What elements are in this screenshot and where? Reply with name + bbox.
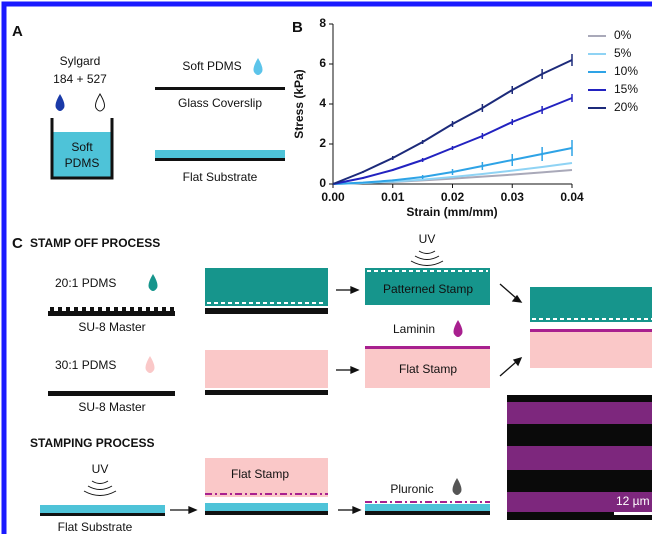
label: UV	[92, 462, 109, 476]
label: Flat Substrate	[58, 520, 133, 534]
substrate	[205, 503, 328, 511]
label: Pluronic	[390, 482, 433, 496]
master	[48, 391, 175, 396]
pdms-fill	[52, 132, 112, 178]
substrate-base	[205, 511, 328, 515]
legend-label: 10%	[614, 64, 638, 78]
label: Glass Coverslip	[178, 96, 262, 110]
y-tick-label: 0	[319, 176, 326, 190]
substrate-base	[155, 158, 285, 161]
section-title: STAMPING PROCESS	[30, 436, 154, 450]
y-axis-title: Stress (kPa)	[292, 69, 306, 138]
label: PDMS	[65, 156, 100, 170]
x-tick-label: 0.04	[560, 190, 584, 204]
y-tick-label: 2	[319, 136, 326, 150]
y-tick-label: 4	[319, 96, 326, 110]
figure: A Sylgard 184 + 527 Soft PDMS Soft PDMS …	[0, 0, 652, 534]
master	[205, 308, 328, 314]
coverslip	[155, 87, 285, 90]
master	[205, 390, 328, 395]
stamp	[530, 287, 652, 322]
substrate-base	[365, 511, 490, 515]
scale-label: 12 µm	[616, 494, 650, 508]
panel-label: B	[292, 19, 303, 36]
laminin-layer	[365, 346, 490, 349]
substrate	[155, 150, 285, 158]
y-tick-label: 6	[319, 56, 326, 70]
stripe	[507, 446, 652, 470]
substrate	[40, 505, 165, 513]
label: SU-8 Master	[78, 400, 145, 414]
label: UV	[419, 232, 436, 246]
label: Patterned Stamp	[383, 282, 473, 296]
x-tick-label: 0.02	[441, 190, 465, 204]
label: 30:1 PDMS	[55, 358, 116, 372]
stamp	[205, 268, 328, 306]
label: Laminin	[393, 322, 435, 336]
substrate	[365, 504, 490, 511]
label: SU-8 Master	[78, 320, 145, 334]
label: 184 + 527	[53, 72, 107, 86]
scale-bar	[614, 512, 652, 515]
stripe	[507, 402, 652, 424]
stamp	[205, 350, 328, 388]
label: Flat Stamp	[399, 362, 457, 376]
legend-label: 15%	[614, 82, 638, 96]
x-tick-label: 0.00	[321, 190, 345, 204]
panel-label: C	[12, 235, 23, 252]
label: Sylgard	[60, 54, 101, 68]
substrate-base	[40, 513, 165, 516]
x-tick-label: 0.03	[501, 190, 525, 204]
laminin-layer	[530, 329, 652, 332]
x-tick-label: 0.01	[381, 190, 405, 204]
legend-label: 5%	[614, 46, 632, 60]
x-axis-title: Strain (mm/mm)	[406, 205, 497, 219]
label: Soft	[71, 140, 93, 154]
y-tick-label: 8	[319, 16, 326, 30]
legend-label: 0%	[614, 28, 632, 42]
legend-label: 20%	[614, 100, 638, 114]
label: 20:1 PDMS	[55, 276, 116, 290]
stamp	[530, 332, 652, 368]
section-title: STAMP OFF PROCESS	[30, 236, 160, 250]
panel-label: A	[12, 23, 23, 40]
label: Soft PDMS	[182, 59, 241, 73]
master	[48, 311, 175, 316]
label: Flat Substrate	[183, 170, 258, 184]
label: Flat Stamp	[231, 467, 289, 481]
